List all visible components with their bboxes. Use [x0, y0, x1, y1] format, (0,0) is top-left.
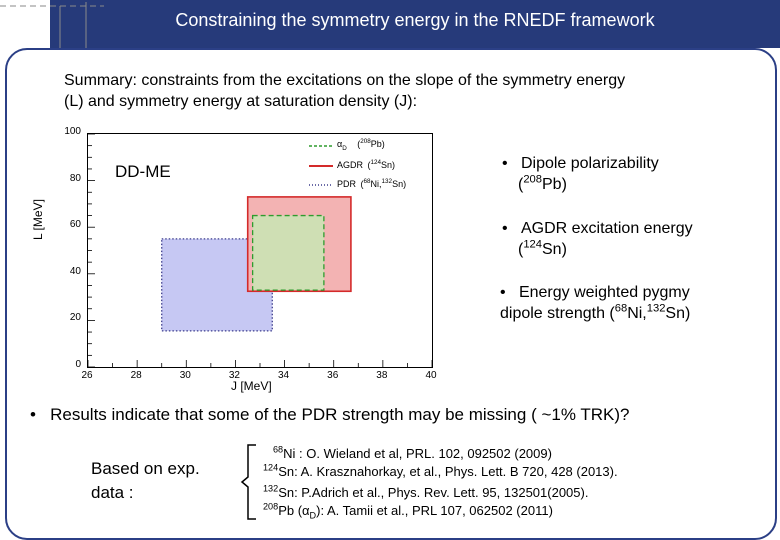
summary-line-2: (L) and symmetry energy at saturation de… [64, 93, 418, 110]
summary-text: Summary: constraints from the excitation… [64, 70, 744, 112]
bullet-agdr-energy: • AGDR excitation energy (124Sn) [502, 220, 693, 258]
x-tick-label: 40 [425, 370, 437, 381]
title-band [50, 0, 780, 48]
model-label: DD-ME [115, 162, 171, 181]
legend-entry-agdr: AGDR (124Sn) [337, 159, 396, 170]
legend-entry-pdr: PDR (68Ni,132Sn) [337, 178, 407, 189]
results-bullet: • [30, 405, 36, 424]
x-axis-label: J [MeV] [231, 379, 272, 393]
x-tick-label: 32 [228, 370, 240, 381]
bullet-dipole-polarizability: • Dipole polarizability (208Pb) [502, 155, 659, 193]
x-tick-label: 36 [327, 370, 339, 381]
bullet-marker: • [500, 284, 506, 301]
chart-legend: αD (208Pb) AGDR (124Sn) PDR (68Ni,132Sn) [307, 135, 431, 195]
bullet-pygmy-strength: • Energy weighted pygmy dipole strength … [500, 284, 691, 322]
title-decoration [0, 2, 104, 50]
region-alpha-d [251, 214, 325, 291]
y-tick-label: 20 [69, 312, 81, 324]
reference-68ni: 68Ni : O. Wieland et al, PRL. 102, 09250… [273, 444, 552, 461]
page-title: Constraining the symmetry energy in the … [175, 10, 655, 30]
y-tick-label: 100 [64, 126, 81, 137]
plot-canvas [88, 134, 432, 367]
x-tick-label: 28 [130, 370, 142, 381]
reference-132sn: 132Sn: P.Adrich et al., Phys. Rev. Lett.… [263, 483, 589, 500]
summary-line-1: Summary: constraints from the excitation… [64, 72, 626, 89]
x-tick-label: 30 [179, 370, 191, 381]
x-tick-label: 38 [376, 370, 388, 381]
bullet-marker: • [502, 155, 508, 172]
y-tick-label: 60 [69, 219, 81, 231]
results-statement: • Results indicate that some of the PDR … [30, 405, 630, 424]
legend-entry-alpha-d: αD (208Pb) [337, 138, 385, 152]
reference-208pb: 208Pb (αD): A. Tamii et al., PRL 107, 06… [263, 501, 553, 521]
y-tick-label: 0 [75, 359, 81, 370]
plot-area [87, 133, 433, 368]
reference-124sn: 124Sn: A. Krasznahorkay, et al., Phys. L… [263, 462, 618, 479]
y-tick-label: 80 [69, 172, 81, 184]
y-tick-label: 40 [69, 265, 81, 277]
y-axis-label: L [MeV] [31, 199, 45, 240]
bullet-marker: • [502, 220, 508, 237]
legend-swatches [309, 145, 333, 186]
x-tick-label: 34 [278, 370, 290, 381]
x-tick-label: 26 [81, 370, 93, 381]
based-on-label: Based on exp. data : [91, 459, 200, 502]
reference-brace [240, 444, 256, 520]
